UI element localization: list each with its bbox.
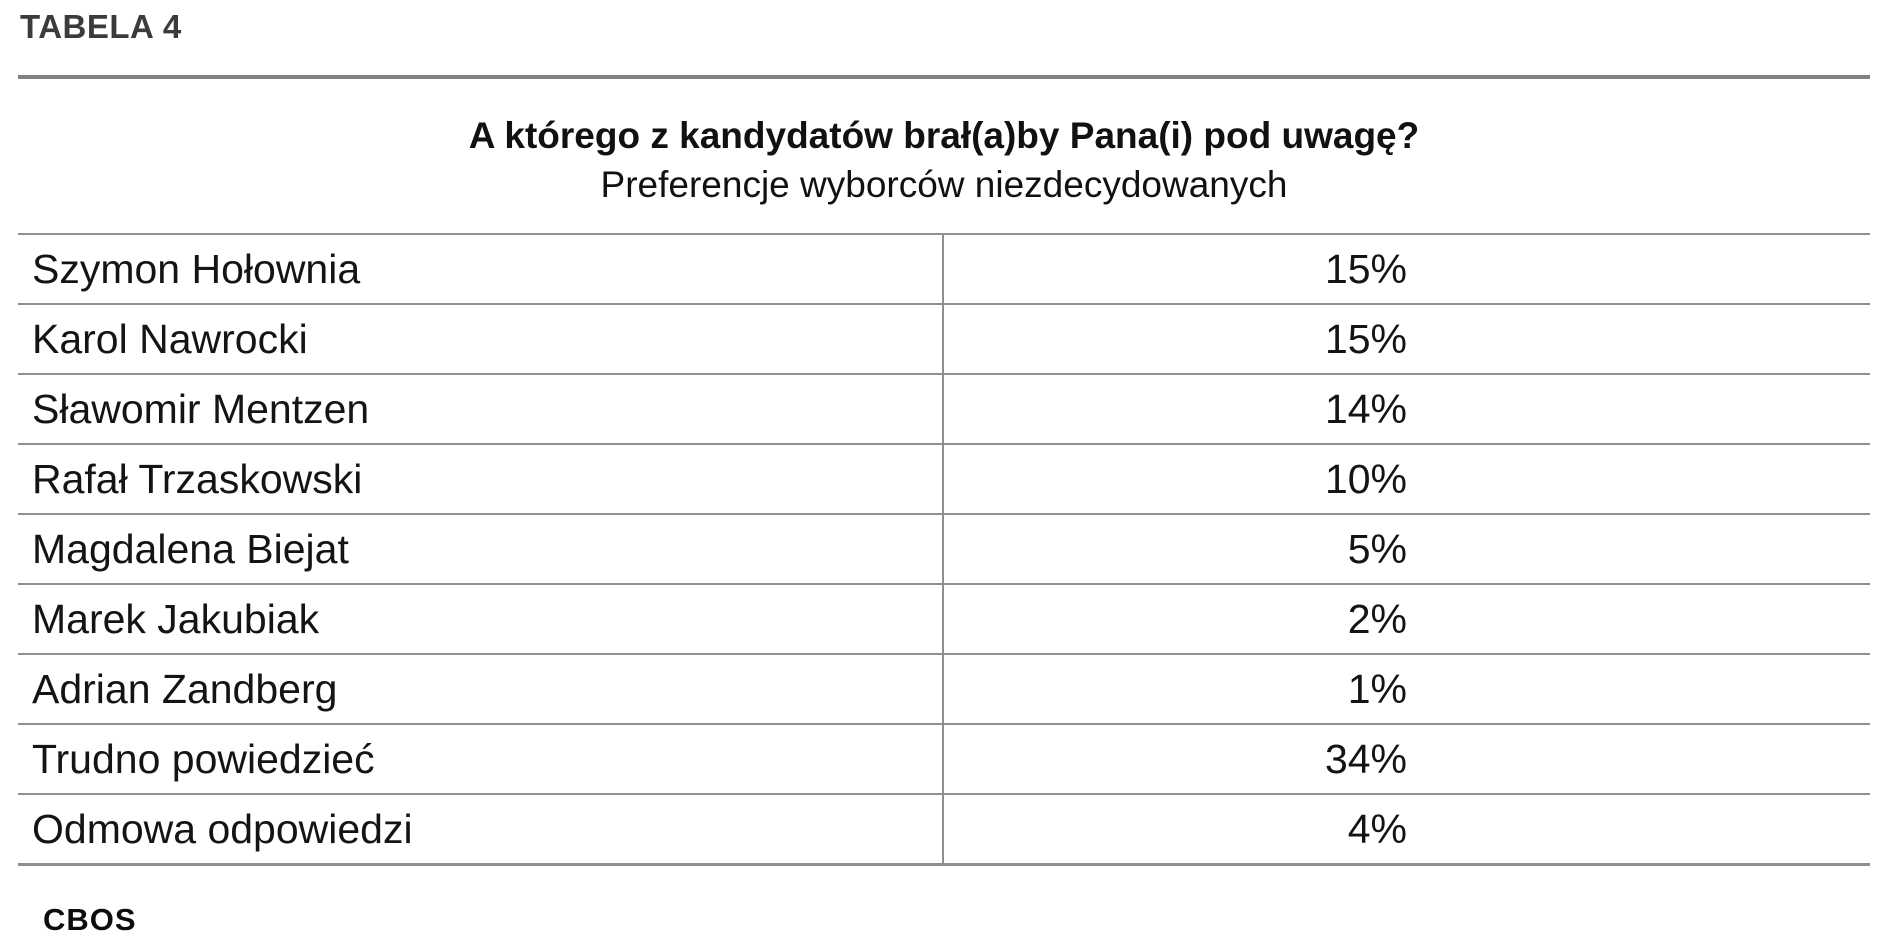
candidate-percentage-cell: 15% bbox=[944, 305, 1870, 373]
candidate-percentage: 5% bbox=[1347, 525, 1407, 572]
header-divider-rule bbox=[18, 75, 1870, 79]
candidate-percentage-cell: 2% bbox=[944, 585, 1870, 653]
table-row: Szymon Hołownia 15% bbox=[18, 235, 1870, 305]
table-row: Adrian Zandberg 1% bbox=[18, 655, 1870, 725]
survey-question-title: A którego z kandydatów brał(a)by Pana(i)… bbox=[468, 115, 1420, 156]
candidate-percentage: 15% bbox=[1324, 315, 1407, 362]
candidate-name: Adrian Zandberg bbox=[18, 655, 944, 723]
table-row: Trudno powiedzieć 34% bbox=[18, 725, 1870, 795]
candidate-percentage: 1% bbox=[1347, 665, 1407, 712]
table-row: Marek Jakubiak 2% bbox=[18, 585, 1870, 655]
candidate-percentage-cell: 14% bbox=[944, 375, 1870, 443]
table-row: Odmowa odpowiedzi 4% bbox=[18, 795, 1870, 865]
candidate-percentage-cell: 15% bbox=[944, 235, 1870, 303]
table-row: Sławomir Mentzen 14% bbox=[18, 375, 1870, 445]
candidate-name: Szymon Hołownia bbox=[18, 235, 944, 303]
answer-percentage: 34% bbox=[1324, 735, 1407, 782]
table-row: Magdalena Biejat 5% bbox=[18, 515, 1870, 585]
candidate-percentage: 14% bbox=[1324, 385, 1407, 432]
candidate-name: Magdalena Biejat bbox=[18, 515, 944, 583]
candidate-name: Sławomir Mentzen bbox=[18, 375, 944, 443]
candidate-percentage-cell: 5% bbox=[944, 515, 1870, 583]
table-row: Karol Nawrocki 15% bbox=[18, 305, 1870, 375]
candidate-percentage-cell: 1% bbox=[944, 655, 1870, 723]
answer-label: Trudno powiedzieć bbox=[18, 725, 944, 793]
candidate-percentage: 2% bbox=[1347, 595, 1407, 642]
candidate-percentage: 10% bbox=[1324, 455, 1407, 502]
answer-percentage: 4% bbox=[1347, 805, 1407, 852]
survey-subtitle: Preferencje wyborców niezdecydowanych bbox=[600, 164, 1288, 205]
answer-percentage-cell: 34% bbox=[944, 725, 1870, 793]
candidate-percentage: 15% bbox=[1324, 245, 1407, 292]
answer-label: Odmowa odpowiedzi bbox=[18, 795, 944, 863]
candidate-percentage-cell: 10% bbox=[944, 445, 1870, 513]
table-row: Rafał Trzaskowski 10% bbox=[18, 445, 1870, 515]
table-number-heading: TABELA 4 bbox=[20, 8, 182, 45]
results-table: Szymon Hołownia 15% Karol Nawrocki 15% S… bbox=[18, 233, 1870, 866]
cbos-logo: CBOS bbox=[43, 902, 137, 937]
candidate-name: Rafał Trzaskowski bbox=[18, 445, 944, 513]
answer-percentage-cell: 4% bbox=[944, 795, 1870, 863]
candidate-name: Marek Jakubiak bbox=[18, 585, 944, 653]
table-title-block: A którego z kandydatów brał(a)by Pana(i)… bbox=[18, 111, 1870, 209]
candidate-name: Karol Nawrocki bbox=[18, 305, 944, 373]
